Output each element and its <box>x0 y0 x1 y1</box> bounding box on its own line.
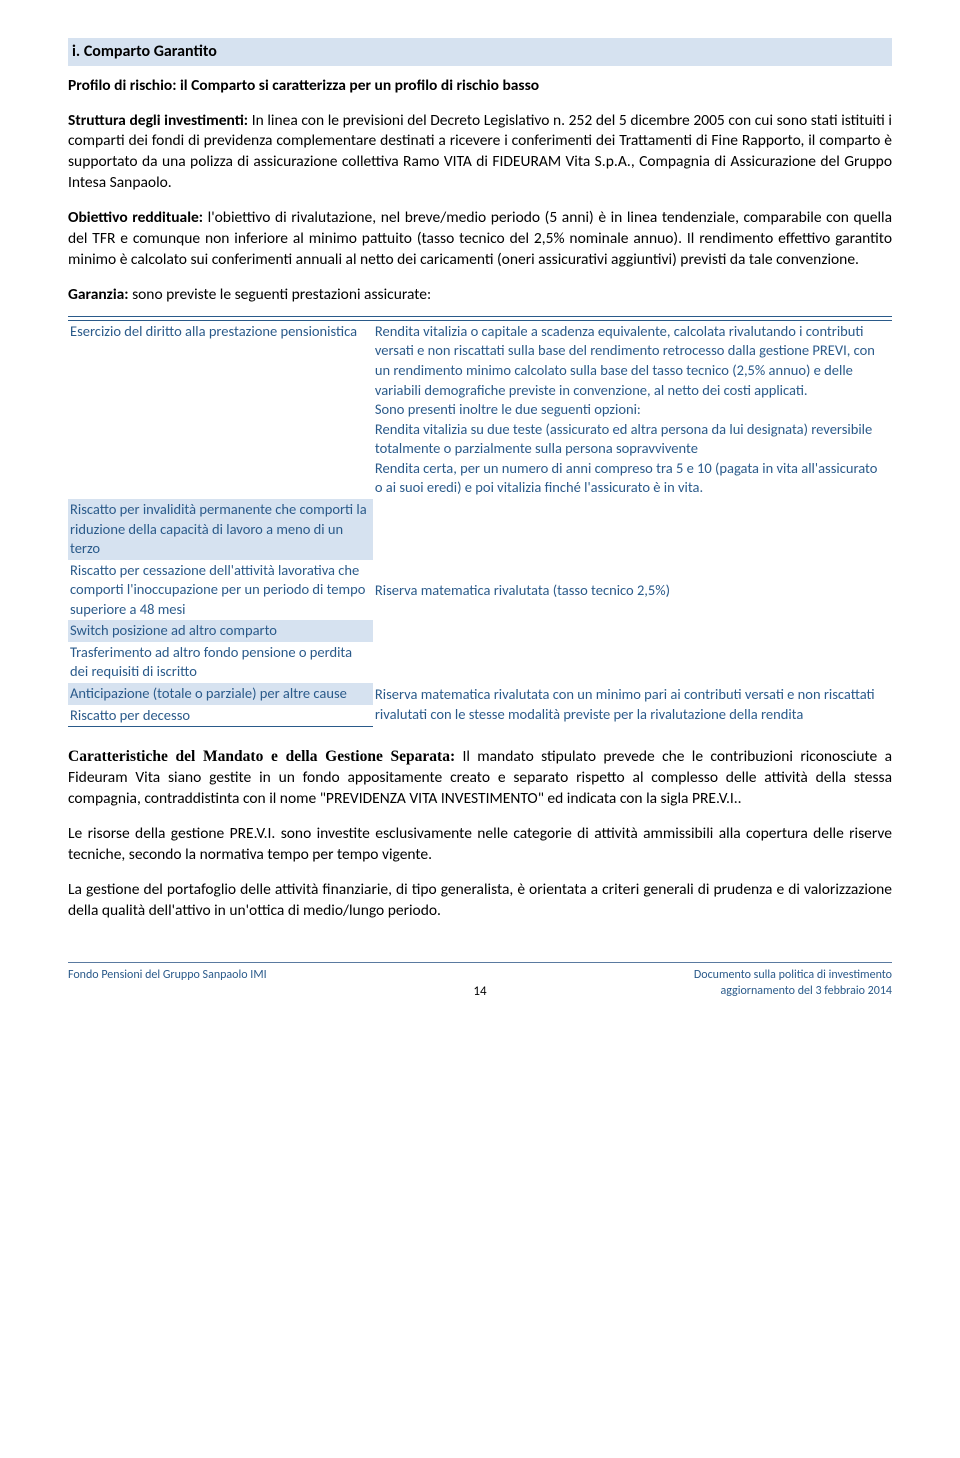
paragraph-garanzia: Garanzia: sono previste le seguenti pres… <box>68 285 892 306</box>
risk-profile-subtitle: Profilo di rischio: il Comparto si carat… <box>68 76 892 97</box>
cell-riscatto-invalidita: Riscatto per invalidità permanente che c… <box>68 499 373 560</box>
page-number: 14 <box>68 983 892 1001</box>
text-garanzia: sono previste le seguenti prestazioni as… <box>129 285 432 304</box>
cell-anticipazione: Anticipazione (totale o parziale) per al… <box>68 683 373 705</box>
cell-trasferimento: Trasferimento ad altro fondo pensione o … <box>68 642 373 683</box>
cell-rendita: Rendita vitalizia o capitale a scadenza … <box>373 320 892 499</box>
paragraph-risorse: Le risorse della gestione PRE.V.I. sono … <box>68 824 892 866</box>
cell-esercizio: Esercizio del diritto alla prestazione p… <box>68 320 373 499</box>
cell-switch: Switch posizione ad altro comparto <box>68 620 373 642</box>
paragraph-caratteristiche: Caratteristiche del Mandato e della Gest… <box>68 747 892 810</box>
label-garanzia: Garanzia: <box>68 285 129 304</box>
cell-riserva-matematica: Riserva matematica rivalutata (tasso tec… <box>373 499 892 683</box>
section-title-band: i. Comparto Garantito <box>68 38 892 66</box>
label-struttura: Struttura degli investimenti: <box>68 111 248 130</box>
paragraph-struttura: Struttura degli investimenti: In linea c… <box>68 111 892 195</box>
cell-riserva-minimo: Riserva matematica rivalutata con un min… <box>373 683 892 727</box>
table-row: Anticipazione (totale o parziale) per al… <box>68 683 892 705</box>
label-obiettivo: Obiettivo reddituale: <box>68 208 203 227</box>
cell-riscatto-cessazione: Riscatto per cessazione dell'attività la… <box>68 560 373 621</box>
label-caratteristiche: Caratteristiche del Mandato e della Gest… <box>68 748 455 765</box>
paragraph-obiettivo: Obiettivo reddituale: l'obiettivo di riv… <box>68 208 892 271</box>
footer-right-line1: Documento sulla politica di investimento <box>694 967 892 983</box>
table-row: Esercizio del diritto alla prestazione p… <box>68 320 892 499</box>
garanzia-table: Esercizio del diritto alla prestazione p… <box>68 316 892 727</box>
paragraph-gestione: La gestione del portafoglio delle attivi… <box>68 880 892 922</box>
table-row: Riscatto per invalidità permanente che c… <box>68 499 892 560</box>
cell-riscatto-decesso: Riscatto per decesso <box>68 705 373 727</box>
